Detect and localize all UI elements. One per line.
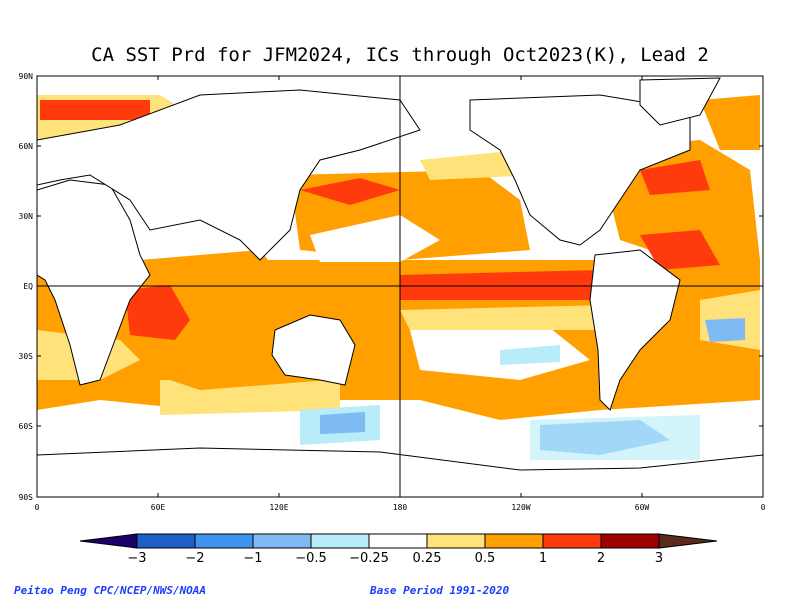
colorbar-tick-label: −1: [243, 551, 262, 566]
colorbar-segment: [600, 533, 660, 549]
colorbar-tick-label: 2: [597, 551, 605, 566]
lon-label: 60E: [151, 503, 166, 512]
lon-label: 60W: [635, 503, 650, 512]
credit-author: Peitao Peng CPC/NCEP/NWS/NOAA: [14, 584, 207, 597]
colorbar-segment: [194, 533, 254, 549]
colorbar-segment: [426, 533, 486, 549]
colorbar-segment: [484, 533, 544, 549]
lat-axis: 90N 60N 30N EQ 30S 60S 90S: [19, 72, 34, 502]
map-title: CA SST Prd for JFM2024, ICs through Oct2…: [91, 44, 709, 66]
colorbar-segment: [310, 533, 370, 549]
colorbar: −3 −2 −1 −0.5 −0.25 0.25 0.5 1 2 3: [79, 533, 718, 566]
lon-label: 0: [761, 503, 766, 512]
colorbar-segment: [542, 533, 602, 549]
africa: [37, 179, 151, 386]
lat-label: 60N: [19, 142, 34, 151]
south-america: [589, 249, 681, 411]
hot-area-kuroshio: [300, 178, 400, 205]
cool-area-southern-ocean-outer: [530, 415, 700, 460]
hot-area-equatorial-pacific: [400, 270, 600, 300]
cool-area-tasman-core: [320, 412, 365, 434]
cool-area-mid-south-pacific: [500, 345, 560, 365]
hot-area-tropical-atlantic: [640, 230, 720, 270]
colorbar-tick-label: −0.5: [295, 551, 327, 566]
lon-label: 120E: [269, 503, 288, 512]
warm-area-south-pacific: [400, 305, 610, 330]
warm-area-south-atlantic-mid: [640, 340, 760, 400]
colorbar-tick-label: −3: [127, 551, 146, 566]
lon-axis: 0 60E 120E 180 120W 60W 0: [35, 503, 766, 512]
lat-label: 60S: [19, 422, 34, 431]
greenland: [639, 77, 721, 126]
colorbar-tick-label: 0.25: [413, 551, 442, 566]
warm-area-labrador: [700, 95, 760, 150]
australia: [271, 314, 356, 386]
eurasia: [37, 89, 421, 261]
colorbar-arrow-low: [79, 533, 138, 549]
lon-ticks: [157, 76, 643, 497]
colorbar-tick-label: 0.5: [475, 551, 496, 566]
colorbar-segment: [252, 533, 312, 549]
colorbar-tick-label: −2: [185, 551, 204, 566]
hot-area-west-indian: [125, 285, 190, 340]
hot-area-gulf-stream: [640, 160, 710, 195]
lat-label: 90S: [19, 493, 34, 502]
lat-ticks: [37, 145, 763, 427]
neutral-area-subtropical-pacific: [310, 215, 440, 262]
lon-label: 0: [35, 503, 40, 512]
lat-label: 30S: [19, 352, 34, 361]
colorbar-segment: [136, 533, 196, 549]
lon-label: 180: [393, 503, 408, 512]
colorbar-tick-label: −0.25: [349, 551, 389, 566]
colorbar-segment: [368, 533, 428, 549]
lon-label: 120W: [511, 503, 530, 512]
hot-area-barents: [40, 100, 150, 120]
lat-label: 30N: [19, 212, 34, 221]
credit-base-period: Base Period 1991-2020: [370, 584, 510, 597]
cool-area-south-atlantic: [705, 318, 745, 342]
lat-label: EQ: [23, 282, 33, 291]
lat-label: 90N: [19, 72, 34, 81]
colorbar-arrow-high: [658, 533, 718, 549]
colorbar-tick-label: 3: [655, 551, 663, 566]
colorbar-tick-label: 1: [539, 551, 547, 566]
